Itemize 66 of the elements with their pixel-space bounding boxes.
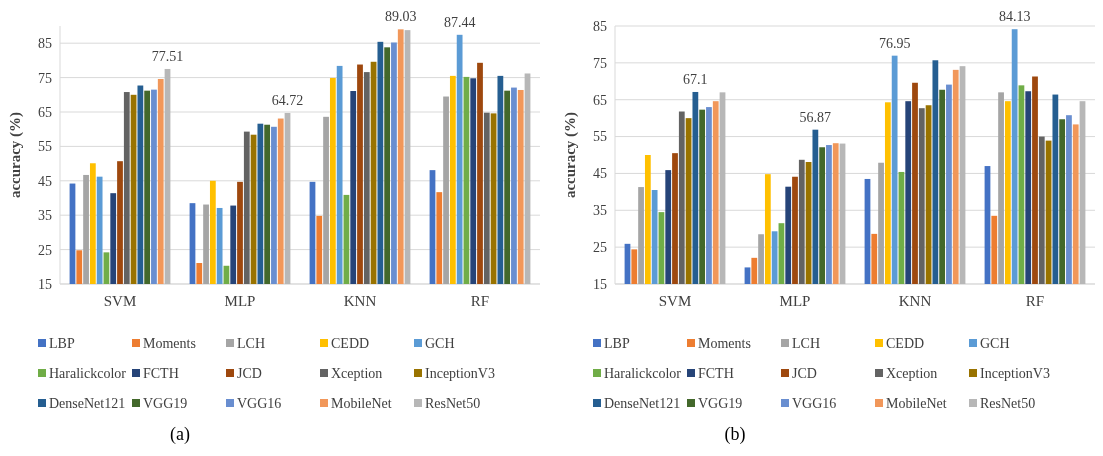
y-tick-label: 15 bbox=[38, 276, 52, 292]
data-label: 76.95 bbox=[878, 35, 911, 51]
legend-label: Haralickcolor bbox=[604, 365, 682, 381]
legend-label: Xception bbox=[331, 365, 383, 381]
x-tick-label: KNN bbox=[343, 293, 377, 309]
legend-label: LCH bbox=[237, 335, 265, 351]
y-tick-label: 45 bbox=[38, 173, 52, 189]
x-tick-label: RF bbox=[470, 293, 490, 309]
legend-label: FCTH bbox=[143, 365, 179, 381]
data-label: 77.51 bbox=[151, 48, 184, 64]
legend-label: Xception bbox=[886, 365, 938, 381]
legend-label: MobileNet bbox=[886, 395, 947, 411]
data-label: 84.13 bbox=[998, 9, 1031, 25]
legend-label: Haralickcolor bbox=[49, 365, 127, 381]
x-tick-label: SVM bbox=[103, 293, 137, 309]
legend-label: GCH bbox=[980, 335, 1010, 351]
y-axis-title: accuracy (%) bbox=[562, 111, 579, 199]
x-tick-label: SVM bbox=[658, 293, 692, 309]
y-tick-label: 65 bbox=[593, 92, 607, 108]
legend-label: DenseNet121 bbox=[49, 395, 126, 411]
y-axis-title: accuracy (%) bbox=[7, 111, 24, 199]
text: (b) bbox=[724, 424, 746, 445]
legend-label: FCTH bbox=[698, 365, 734, 381]
legend-label: InceptionV3 bbox=[425, 365, 495, 381]
legend-label: Moments bbox=[143, 335, 196, 351]
y-tick-label: 45 bbox=[593, 166, 607, 182]
data-label: 89.03 bbox=[384, 9, 417, 25]
legend-label: VGG16 bbox=[237, 395, 282, 411]
legend-label: VGG16 bbox=[792, 395, 837, 411]
legend-label: MobileNet bbox=[331, 395, 392, 411]
legend-label: LBP bbox=[604, 335, 630, 351]
y-tick-label: 55 bbox=[593, 129, 607, 145]
x-tick-label: MLP bbox=[779, 293, 811, 309]
legend-label: CEDD bbox=[886, 335, 925, 351]
y-tick-label: 85 bbox=[593, 18, 607, 34]
y-tick-label: 25 bbox=[593, 240, 607, 256]
legend-label: CEDD bbox=[331, 335, 370, 351]
data-label: 56.87 bbox=[799, 109, 832, 125]
legend-label: VGG19 bbox=[143, 395, 188, 411]
legend-label: VGG19 bbox=[698, 395, 743, 411]
x-tick-label: RF bbox=[1025, 293, 1045, 309]
y-tick-label: 85 bbox=[38, 36, 52, 52]
x-tick-label: MLP bbox=[224, 293, 256, 309]
data-label: 64.72 bbox=[271, 92, 304, 108]
y-tick-label: 25 bbox=[38, 242, 52, 258]
legend-label: ResNet50 bbox=[980, 395, 1036, 411]
y-tick-label: 75 bbox=[593, 55, 607, 71]
legend-label: InceptionV3 bbox=[980, 365, 1050, 381]
x-tick-label: KNN bbox=[898, 293, 932, 309]
y-tick-label: 65 bbox=[38, 104, 52, 120]
data-label: 67.1 bbox=[683, 71, 708, 87]
legend-label: JCD bbox=[237, 365, 262, 381]
legend-label: Moments bbox=[698, 335, 751, 351]
legend-label: LCH bbox=[792, 335, 820, 351]
text: (a) bbox=[170, 424, 190, 445]
legend-label: GCH bbox=[425, 335, 455, 351]
data-label: 87.44 bbox=[443, 14, 476, 30]
y-tick-label: 55 bbox=[38, 139, 52, 155]
y-tick-label: 35 bbox=[38, 208, 52, 224]
y-tick-label: 35 bbox=[593, 203, 607, 219]
legend-label: ResNet50 bbox=[425, 395, 481, 411]
legend-label: LBP bbox=[49, 335, 75, 351]
y-tick-label: 75 bbox=[38, 70, 52, 86]
legend-label: JCD bbox=[792, 365, 817, 381]
y-tick-label: 15 bbox=[593, 276, 607, 292]
legend-label: DenseNet121 bbox=[604, 395, 681, 411]
